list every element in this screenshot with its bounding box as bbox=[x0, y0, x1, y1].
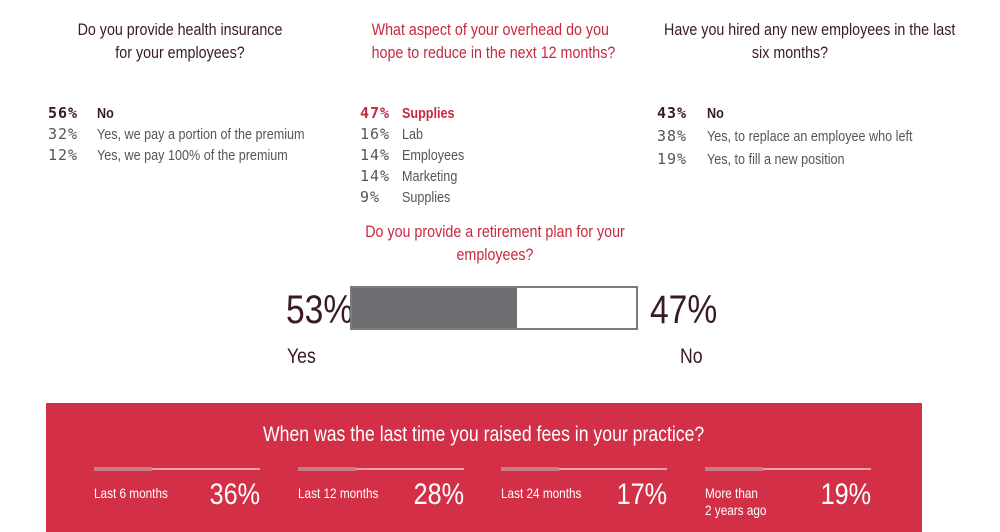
answer-percent: 32% bbox=[48, 125, 79, 143]
stat-rule bbox=[705, 467, 871, 471]
overhead-survey: What aspect of your overhead do you hope… bbox=[350, 0, 620, 209]
retirement-yes-label: Yes bbox=[287, 345, 316, 368]
retirement-no-percent: 47% bbox=[650, 288, 718, 332]
answer-percent: 19% bbox=[657, 150, 688, 168]
answer-label: Yes, we pay 100% of the premium bbox=[97, 147, 288, 164]
answer-label: Marketing bbox=[402, 168, 458, 185]
answer-row: 9% Supplies bbox=[350, 188, 620, 209]
stat-label: Last 24 months bbox=[501, 485, 582, 501]
hiring-survey: Have you hired any new employees in the … bbox=[640, 0, 956, 173]
overhead-question: What aspect of your overhead do you hope… bbox=[371, 20, 616, 62]
fee-stat: Last 24 months 17% bbox=[501, 467, 667, 528]
stat-rule bbox=[501, 467, 667, 471]
answer-row: 12% Yes, we pay 100% of the premium bbox=[40, 146, 320, 167]
answer-percent: 14% bbox=[360, 146, 391, 164]
health-insurance-survey: Do you provide health insurance for your… bbox=[40, 0, 320, 167]
answer-label: Yes, to replace an employee who left bbox=[707, 128, 913, 145]
answer-percent: 12% bbox=[48, 146, 79, 164]
answer-row: 32% Yes, we pay a portion of the premium bbox=[40, 125, 320, 146]
answer-row: 43% No bbox=[640, 104, 940, 127]
answer-percent: 14% bbox=[360, 167, 391, 185]
stat-rule bbox=[298, 467, 464, 471]
retirement-yes-percent: 53% bbox=[286, 288, 354, 332]
answer-percent: 9% bbox=[360, 188, 381, 206]
answer-label: No bbox=[707, 105, 724, 122]
stat-value: 19% bbox=[820, 478, 871, 511]
answer-row: 38% Yes, to replace an employee who left bbox=[640, 127, 940, 150]
answer-row: 56% No bbox=[40, 104, 320, 125]
answer-label: Yes, to fill a new position bbox=[707, 151, 845, 168]
health-insurance-question: Do you provide health insurance for your… bbox=[77, 20, 283, 62]
answer-label: Lab bbox=[402, 126, 424, 143]
stat-value: 28% bbox=[413, 478, 464, 511]
answer-row: 47% Supplies bbox=[350, 104, 620, 125]
retirement-no-label: No bbox=[680, 345, 703, 368]
stat-value: 17% bbox=[616, 478, 667, 511]
fee-stat: More than 2 years ago 19% bbox=[705, 467, 871, 528]
answer-percent: 16% bbox=[360, 125, 391, 143]
answer-label: Yes, we pay a portion of the premium bbox=[97, 126, 305, 143]
stat-value: 36% bbox=[209, 478, 260, 511]
answer-row: 16% Lab bbox=[350, 125, 620, 146]
answer-row: 14% Marketing bbox=[350, 167, 620, 188]
answer-row: 19% Yes, to fill a new position bbox=[640, 150, 940, 173]
stat-label: Last 12 months bbox=[298, 485, 379, 501]
answer-row: 14% Employees bbox=[350, 146, 620, 167]
answer-percent: 38% bbox=[657, 127, 688, 145]
retirement-bar-fill bbox=[352, 288, 517, 328]
retirement-progress-bar bbox=[350, 286, 638, 330]
hiring-question: Have you hired any new employees in the … bbox=[664, 20, 956, 62]
stat-label: Last 6 months bbox=[94, 485, 168, 501]
answer-label: Supplies bbox=[402, 189, 451, 206]
fee-stat: Last 12 months 28% bbox=[298, 467, 464, 528]
fees-panel: When was the last time you raised fees i… bbox=[46, 403, 922, 532]
stat-label: More than 2 years ago bbox=[705, 485, 767, 518]
answer-label: Supplies bbox=[402, 105, 455, 122]
fees-question: When was the last time you raised fees i… bbox=[263, 423, 705, 446]
answer-label: Employees bbox=[402, 147, 465, 164]
fee-stat: Last 6 months 36% bbox=[94, 467, 260, 528]
answer-percent: 56% bbox=[48, 104, 79, 122]
answer-label: No bbox=[97, 105, 114, 122]
stat-rule bbox=[94, 467, 260, 471]
retirement-question: Do you provide a retirement plan for you… bbox=[365, 222, 625, 264]
answer-percent: 47% bbox=[360, 104, 391, 122]
answer-percent: 43% bbox=[657, 104, 688, 122]
